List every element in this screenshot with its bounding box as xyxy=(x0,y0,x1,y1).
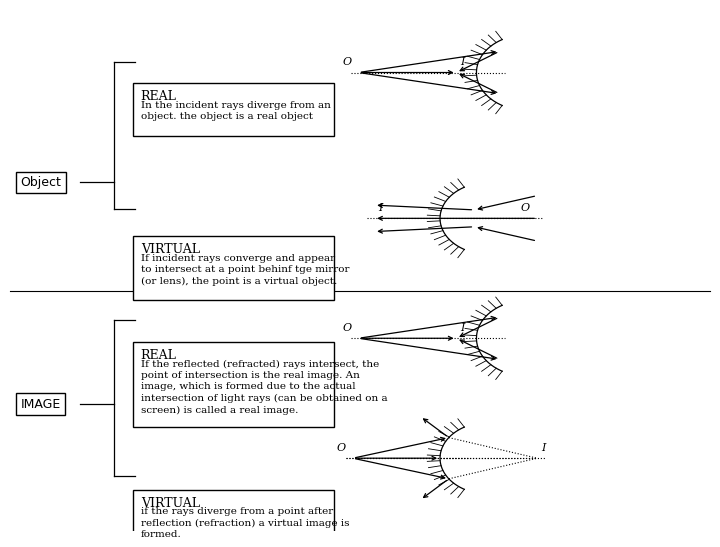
Text: Object: Object xyxy=(21,176,61,189)
Text: IMAGE: IMAGE xyxy=(21,398,61,411)
Text: O: O xyxy=(342,323,351,333)
Text: O: O xyxy=(342,57,351,67)
Text: I: I xyxy=(541,443,545,453)
Text: I: I xyxy=(460,323,464,333)
Text: VIRTUAL: VIRTUAL xyxy=(140,497,199,510)
Text: In the incident rays diverge from an
object. the object is a real object: In the incident rays diverge from an obj… xyxy=(140,101,330,121)
FancyBboxPatch shape xyxy=(132,342,333,427)
Text: If incident rays converge and appear
to intersect at a point behinf tge mirror
(: If incident rays converge and appear to … xyxy=(140,254,349,286)
Text: I: I xyxy=(460,57,464,67)
Text: O: O xyxy=(336,443,346,453)
Text: if the rays diverge from a point after
reflection (refraction) a virtual image i: if the rays diverge from a point after r… xyxy=(140,507,349,539)
FancyBboxPatch shape xyxy=(132,236,333,300)
FancyBboxPatch shape xyxy=(132,83,333,136)
Text: O: O xyxy=(521,203,530,213)
Text: REAL: REAL xyxy=(140,349,176,362)
Text: If the reflected (refracted) rays intersect, the
point of intersection is the re: If the reflected (refracted) rays inters… xyxy=(140,359,387,415)
FancyBboxPatch shape xyxy=(132,490,333,547)
Text: VIRTUAL: VIRTUAL xyxy=(140,243,199,256)
Text: I: I xyxy=(378,203,382,213)
Text: REAL: REAL xyxy=(140,90,176,103)
